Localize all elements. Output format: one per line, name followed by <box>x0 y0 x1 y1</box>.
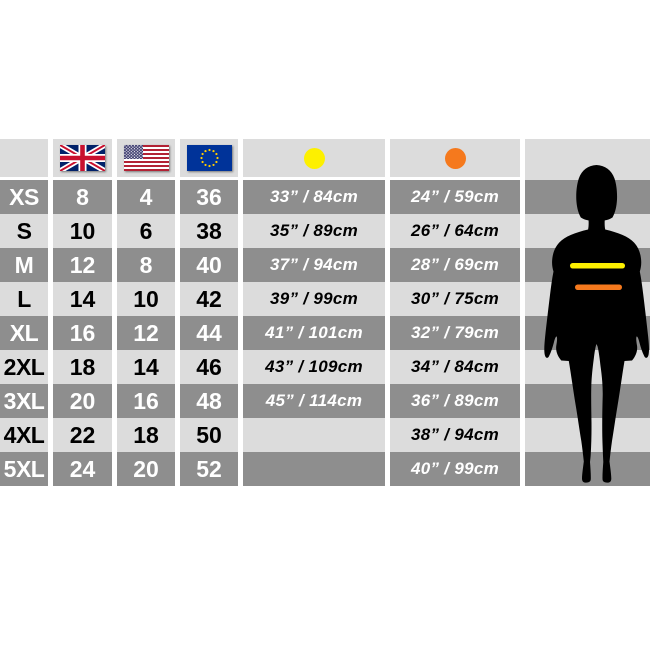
waist-measurement-cell: 38” / 94cm <box>390 418 520 452</box>
eu-size-cell: 38 <box>180 214 238 248</box>
uk-column-header <box>53 139 112 177</box>
us-flag-icon <box>123 145 169 171</box>
uk-size-cell: 20 <box>53 384 112 418</box>
bust-line-marker <box>570 263 625 269</box>
waist-measurement-cell: 28” / 69cm <box>390 248 520 282</box>
uk-size-cell: 24 <box>53 452 112 486</box>
eu-column-header <box>180 139 238 177</box>
bust-measurement-cell: 41” / 101cm <box>243 316 385 350</box>
waist-measurement-cell: 40” / 99cm <box>390 452 520 486</box>
waist-measurement-cell: 24” / 59cm <box>390 180 520 214</box>
size-column-header <box>0 139 48 177</box>
us-size-cell: 8 <box>117 248 175 282</box>
eu-size-cell: 40 <box>180 248 238 282</box>
waist-column-header <box>390 139 520 177</box>
bust-measurement-cell: 43” / 109cm <box>243 350 385 384</box>
uk-flag-icon <box>60 145 105 171</box>
size-label-cell: M <box>0 248 48 282</box>
uk-size-cell: 22 <box>53 418 112 452</box>
us-size-cell: 10 <box>117 282 175 316</box>
waist-measurement-cell: 36” / 89cm <box>390 384 520 418</box>
size-label-cell: XS <box>0 180 48 214</box>
waist-line-marker <box>575 284 622 290</box>
uk-size-cell: 12 <box>53 248 112 282</box>
bust-measurement-cell: 35” / 89cm <box>243 214 385 248</box>
uk-size-cell: 18 <box>53 350 112 384</box>
bust-measurement-cell: 33” / 84cm <box>243 180 385 214</box>
waist-measurement-cell: 34” / 84cm <box>390 350 520 384</box>
size-label-cell: XL <box>0 316 48 350</box>
us-size-cell: 20 <box>117 452 175 486</box>
us-size-cell: 18 <box>117 418 175 452</box>
size-label-cell: S <box>0 214 48 248</box>
uk-size-cell: 8 <box>53 180 112 214</box>
eu-size-cell: 50 <box>180 418 238 452</box>
eu-size-cell: 46 <box>180 350 238 384</box>
eu-size-cell: 44 <box>180 316 238 350</box>
size-label-cell: 3XL <box>0 384 48 418</box>
us-column-header <box>117 139 175 177</box>
waist-measurement-cell: 30” / 75cm <box>390 282 520 316</box>
bust-measurement-cell: 39” / 99cm <box>243 282 385 316</box>
size-table-header <box>0 139 520 177</box>
orange-dot-icon <box>444 147 466 169</box>
yellow-dot-icon <box>303 147 325 169</box>
eu-size-cell: 52 <box>180 452 238 486</box>
woman-silhouette-body <box>544 165 650 483</box>
eu-flag-icon <box>186 145 232 171</box>
size-table-rows: XS 8 4 36 33” / 84cm 24” / 59cm S 10 6 3… <box>0 180 520 486</box>
uk-size-cell: 16 <box>53 316 112 350</box>
us-size-cell: 14 <box>117 350 175 384</box>
uk-size-cell: 10 <box>53 214 112 248</box>
us-size-cell: 16 <box>117 384 175 418</box>
waist-measurement-cell: 26” / 64cm <box>390 214 520 248</box>
figure-panel <box>525 139 650 486</box>
size-label-cell: 5XL <box>0 452 48 486</box>
size-label-cell: 4XL <box>0 418 48 452</box>
eu-size-cell: 36 <box>180 180 238 214</box>
bust-measurement-cell: 37” / 94cm <box>243 248 385 282</box>
eu-size-cell: 42 <box>180 282 238 316</box>
us-size-cell: 12 <box>117 316 175 350</box>
size-label-cell: 2XL <box>0 350 48 384</box>
bust-measurement-cell: 45” / 114cm <box>243 384 385 418</box>
waist-measurement-cell: 32” / 79cm <box>390 316 520 350</box>
bust-measurement-cell <box>243 452 385 486</box>
uk-size-cell: 14 <box>53 282 112 316</box>
size-label-cell: L <box>0 282 48 316</box>
bust-measurement-cell <box>243 418 385 452</box>
us-size-cell: 6 <box>117 214 175 248</box>
bust-column-header <box>243 139 385 177</box>
eu-size-cell: 48 <box>180 384 238 418</box>
woman-silhouette <box>544 165 650 483</box>
us-size-cell: 4 <box>117 180 175 214</box>
